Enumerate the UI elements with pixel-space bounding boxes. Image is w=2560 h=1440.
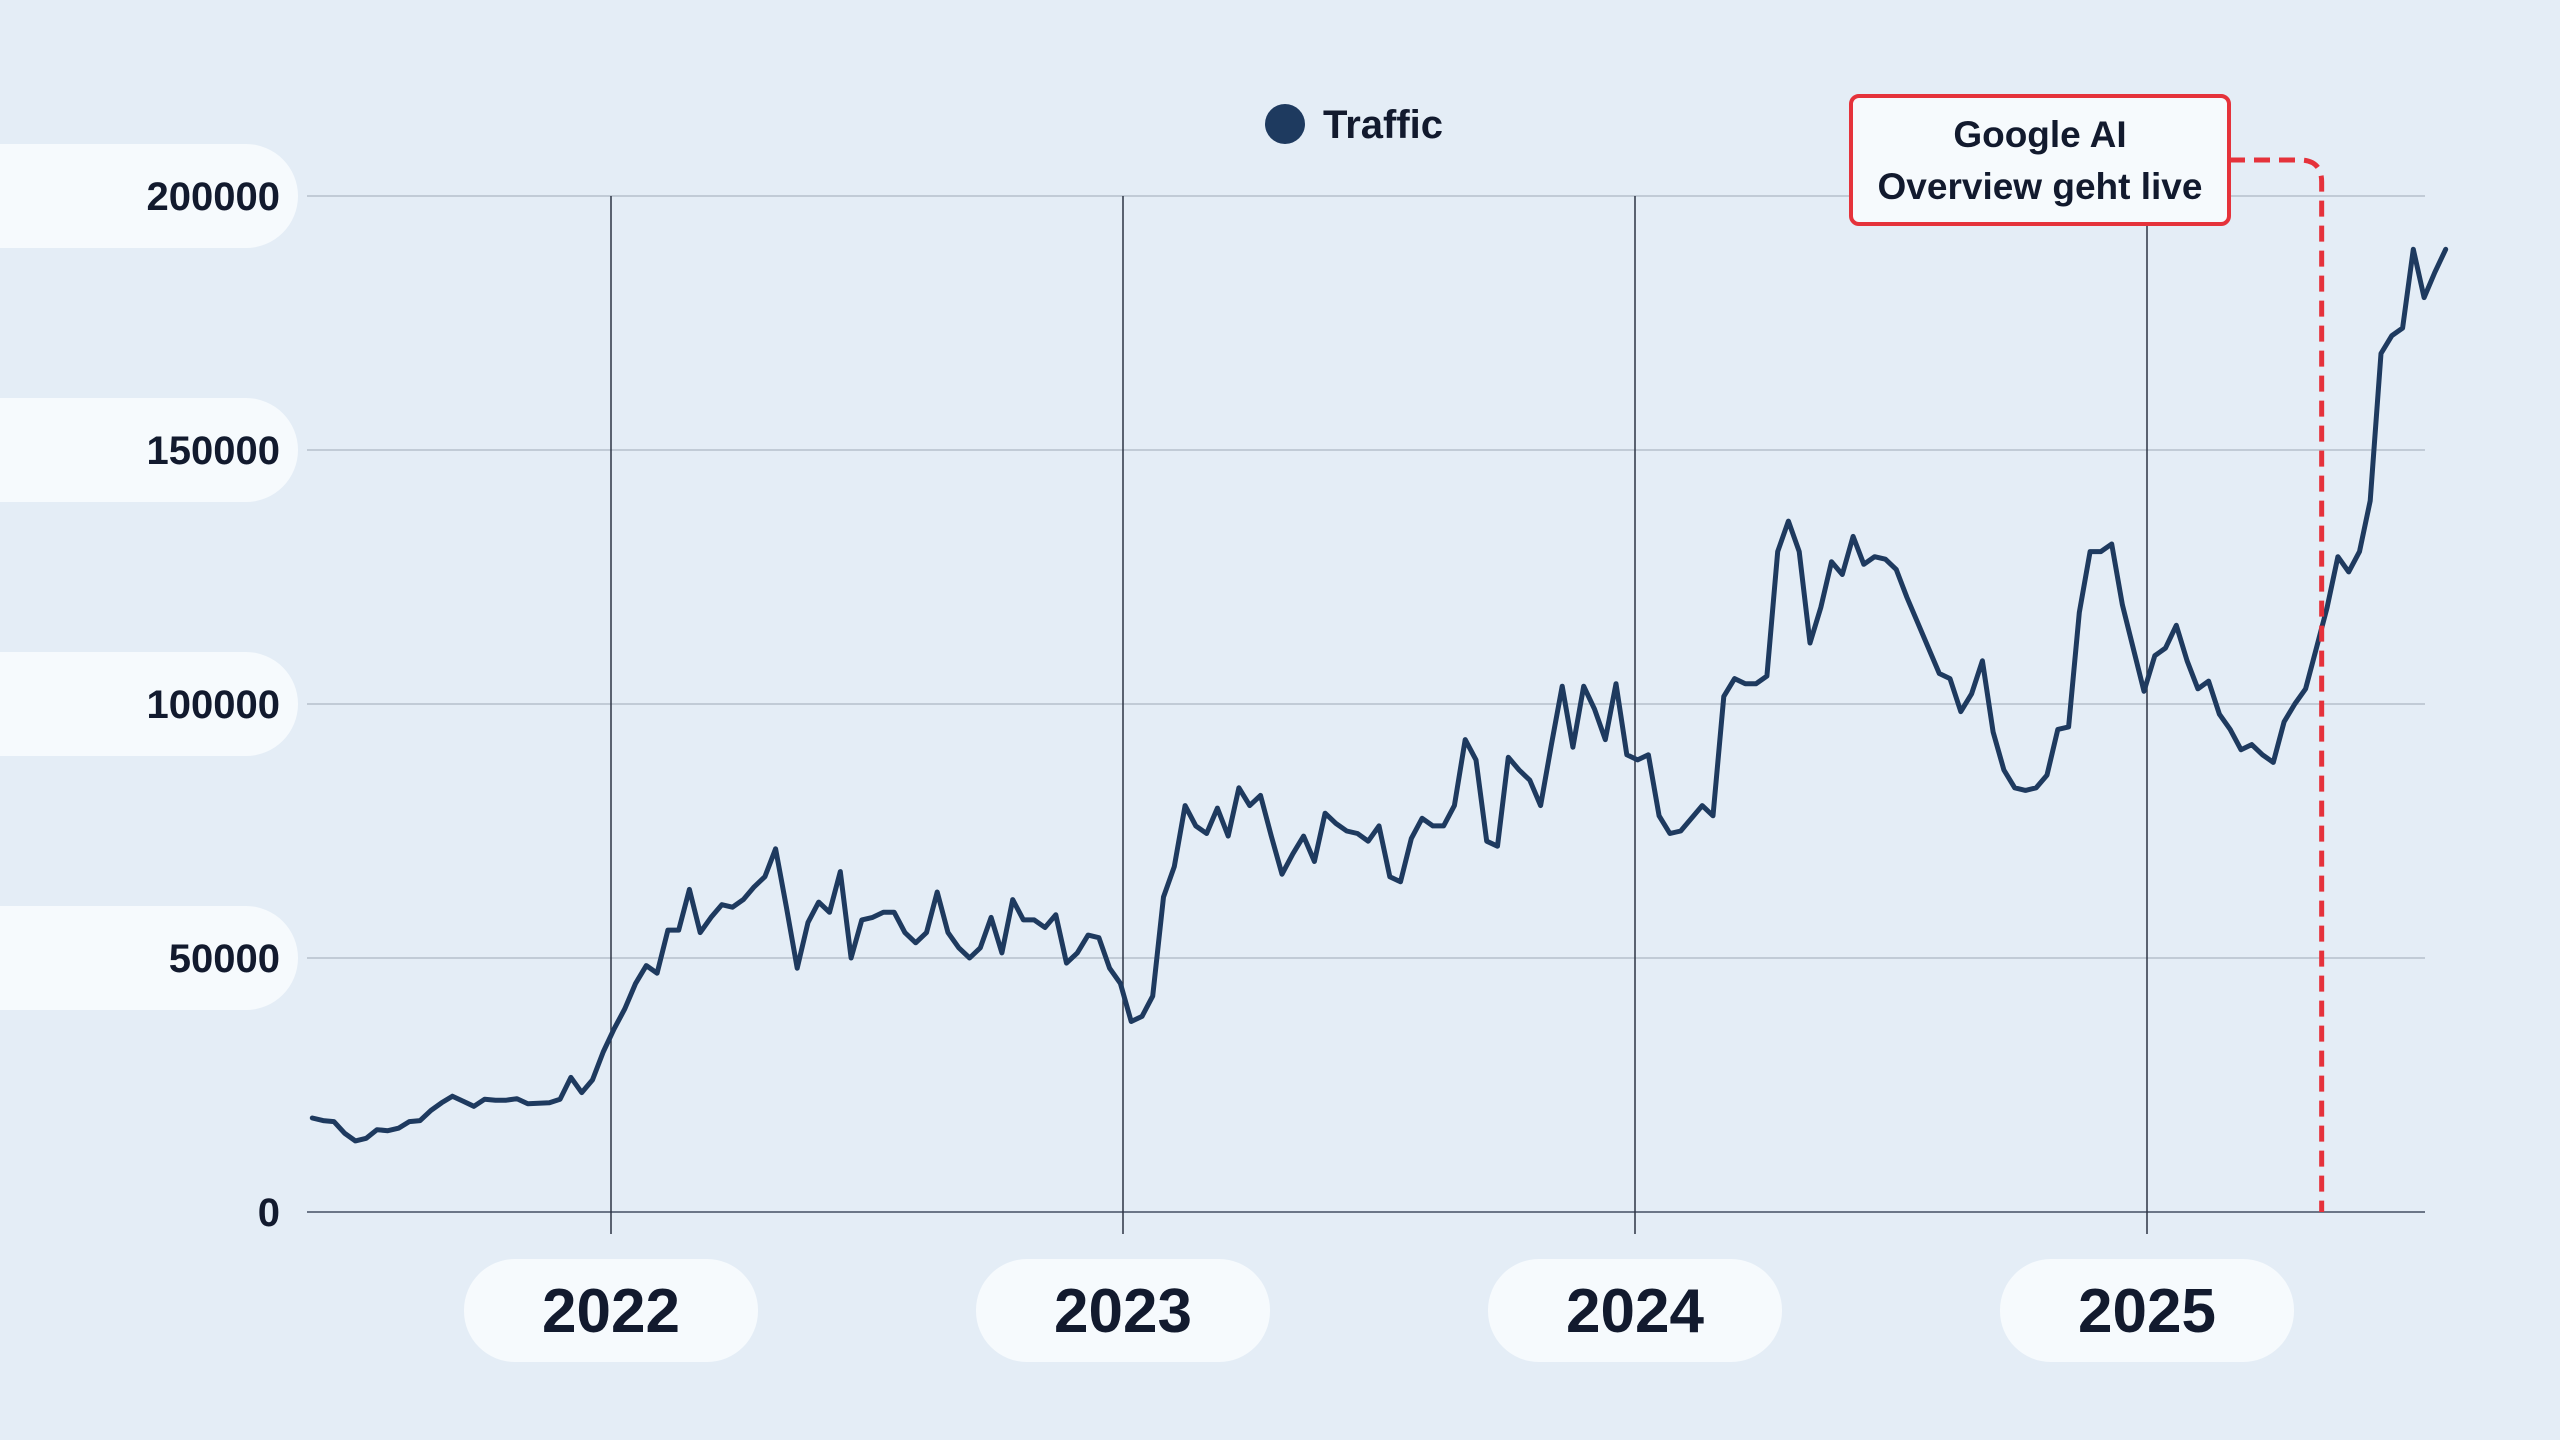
series-line-traffic [309,246,2449,1144]
y-tick-pill [0,906,298,1010]
series-layer [309,246,2449,1144]
x-tick-label: 2022 [542,1277,680,1346]
y-tick-pill [0,398,298,502]
y-tick-label: 0 [258,1191,280,1235]
x-tick-pill [2000,1259,2294,1362]
annotation-text-line1: Google AI [1953,114,2126,155]
x-tick-label: 2023 [1054,1277,1192,1346]
legend: Traffic [1265,103,1443,147]
y-tick-label: 150000 [147,429,280,473]
annotation-layer: Google AI Overview geht live [1849,94,2325,1212]
annotation-text-line2: Overview geht live [1878,166,2203,207]
legend-marker-traffic [1265,104,1305,144]
y-tick-pill [0,144,298,248]
axis-layer: 0 50000 100000 150000 200000 2022 2023 2024 2025 [0,144,2294,1362]
y-tick-pill [0,652,298,756]
x-tick-label: 2024 [1566,1277,1704,1346]
x-tick-pill [976,1259,1270,1362]
y-tick-label: 200000 [147,175,280,219]
x-tick-pill [464,1259,758,1362]
grid-layer [307,195,2425,1234]
legend-label-traffic: Traffic [1323,103,1443,147]
y-tick-label: 100000 [147,683,280,727]
y-tick-label: 50000 [169,937,280,981]
x-tick-label: 2025 [2078,1277,2216,1346]
annotation-box [1849,94,2231,226]
annotation-dashed-line [2229,157,2325,1212]
x-tick-pill [1488,1259,1782,1362]
